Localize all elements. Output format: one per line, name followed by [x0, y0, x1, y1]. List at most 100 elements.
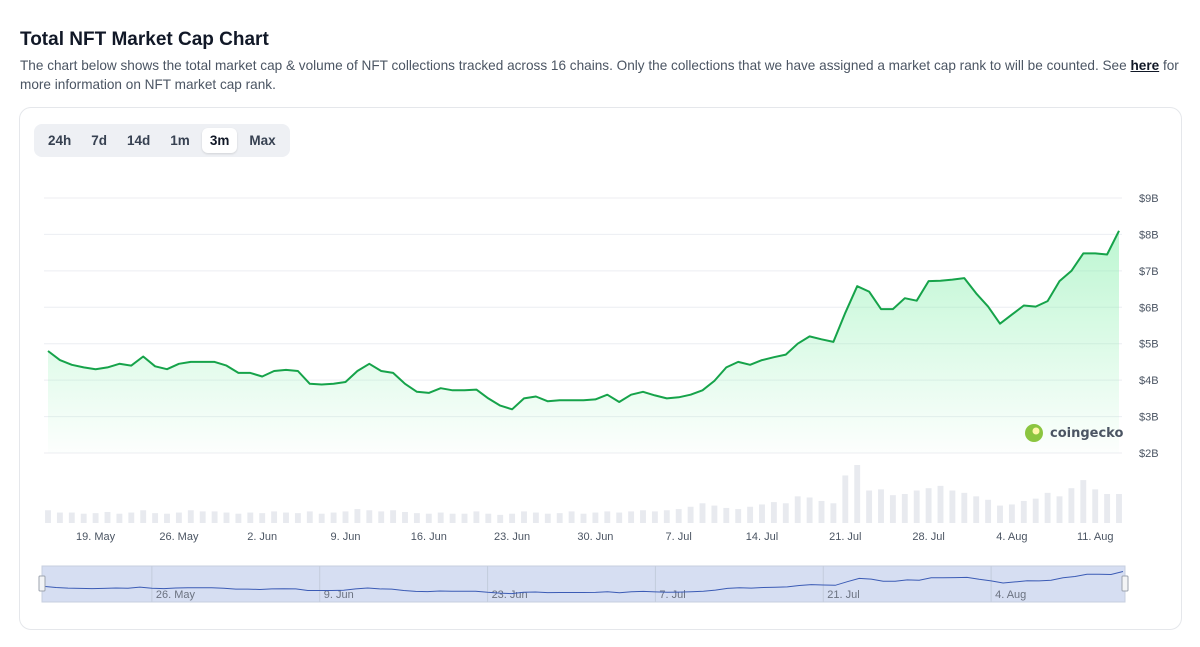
volume-bar	[1104, 494, 1111, 523]
navigator-handle-left[interactable]	[38, 575, 46, 592]
volume-bar	[92, 513, 99, 523]
volume-bar	[116, 513, 123, 523]
volume-bar	[104, 511, 111, 523]
volume-bar	[1020, 500, 1027, 523]
navigator-handle-right[interactable]	[1121, 575, 1129, 592]
volume-bar	[1008, 504, 1015, 523]
volume-bar	[973, 496, 980, 523]
y-tick-label: $7B	[1139, 266, 1159, 278]
volume-bar	[521, 511, 527, 523]
volume-bar	[306, 511, 313, 523]
volume-bar	[271, 511, 278, 523]
volume-bar	[211, 511, 218, 523]
volume-bar	[68, 512, 75, 523]
volume-bar	[140, 510, 147, 523]
volume-bar	[544, 513, 551, 523]
y-tick-label: $3B	[1139, 412, 1159, 424]
volume-bar	[830, 503, 837, 523]
volume-bar	[675, 509, 682, 523]
x-tick-label: 30. Jun	[577, 531, 613, 543]
volume-bars	[45, 465, 1122, 523]
tab-7d[interactable]: 7d	[91, 133, 108, 148]
volume-bar	[449, 513, 456, 523]
y-tick-label: $6B	[1139, 302, 1159, 314]
x-tick-label: 2. Jun	[247, 531, 277, 543]
volume-bar	[1032, 498, 1039, 523]
market-cap-area	[48, 230, 1119, 453]
navigator-background	[41, 565, 1126, 603]
time-range-tabs: 24h 7d 14d 1m 3m Max	[34, 124, 290, 157]
volume-bar	[164, 513, 170, 523]
volume-bar	[175, 512, 182, 523]
volume-bar	[592, 512, 599, 523]
volume-bar	[1116, 494, 1122, 523]
volume-bar	[1044, 492, 1051, 523]
volume-bar	[640, 510, 646, 523]
tab-14d[interactable]: 14d	[127, 133, 151, 148]
volume-bar	[45, 510, 51, 523]
x-tick-label: 21. Jul	[829, 531, 861, 543]
x-tick-label: 11. Aug	[1077, 531, 1114, 543]
volume-bar	[985, 499, 992, 523]
volume-bar	[711, 505, 718, 523]
tab-1m[interactable]: 1m	[170, 133, 190, 148]
volume-bar	[128, 512, 135, 523]
volume-bar	[937, 485, 944, 523]
volume-bar	[925, 488, 932, 523]
volume-bar	[56, 512, 63, 523]
range-navigator[interactable]: 26. May 9. Jun 23. Jun 7. Jul 21. Jul 4. Aug	[38, 565, 1129, 603]
y-tick-label: $9B	[1139, 193, 1159, 205]
x-tick-label: 28. Jul	[912, 531, 944, 543]
volume-bar	[866, 490, 873, 523]
volume-bar	[854, 465, 861, 523]
volume-bar	[485, 513, 492, 523]
volume-bar	[699, 503, 706, 523]
volume-bar	[759, 504, 765, 523]
volume-bar	[497, 514, 504, 523]
tab-max[interactable]: Max	[249, 133, 276, 148]
y-axis-ticks: $9B $8B $7B $6B $5B $4B $3B $2B	[1139, 193, 1159, 460]
volume-bar	[794, 496, 801, 523]
chart-description: The chart below shows the total market c…	[20, 57, 1180, 94]
x-tick-label: 16. Jun	[411, 531, 447, 543]
volume-bar	[770, 502, 777, 523]
description-text: The chart below shows the total market c…	[20, 58, 1127, 73]
volume-bar	[366, 510, 373, 523]
navigator-ticks: 26. May 9. Jun 23. Jun 7. Jul 21. Jul 4. Aug	[151, 566, 1026, 602]
volume-bar	[651, 511, 658, 523]
volume-bar	[330, 512, 337, 523]
volume-bar	[842, 475, 849, 523]
volume-bar	[294, 513, 301, 523]
y-tick-label: $8B	[1139, 229, 1159, 241]
volume-bar	[390, 510, 397, 523]
x-tick-label: 14. Jul	[746, 531, 778, 543]
navigator-line	[43, 571, 1124, 595]
navigator-tick-label: 23. Jun	[492, 589, 528, 601]
volume-bar	[901, 494, 908, 523]
y-tick-label: $5B	[1139, 339, 1159, 351]
volume-bar	[235, 513, 242, 523]
tab-24h[interactable]: 24h	[48, 133, 72, 148]
x-tick-label: 23. Jun	[494, 531, 530, 543]
volume-bar	[580, 513, 587, 523]
volume-bar	[1080, 480, 1087, 523]
x-tick-label: 26. May	[159, 531, 199, 543]
volume-bar	[949, 490, 956, 523]
volume-bar	[1068, 488, 1075, 523]
tab-3m[interactable]: 3m	[201, 128, 238, 153]
volume-bar	[782, 503, 789, 523]
volume-bar	[663, 510, 670, 523]
x-tick-label: 4. Aug	[996, 531, 1027, 543]
navigator-tick-label: 26. May	[156, 589, 196, 601]
volume-bar	[997, 505, 1003, 523]
volume-bar	[473, 511, 480, 523]
volume-bar	[604, 511, 611, 523]
volume-bar	[425, 513, 432, 523]
volume-bar	[152, 513, 159, 523]
x-tick-label: 19. May	[76, 531, 116, 543]
volume-bar	[1056, 496, 1063, 523]
volume-bar	[318, 513, 325, 523]
market-cap-rank-link[interactable]: here	[1130, 58, 1160, 73]
volume-bar	[687, 506, 694, 523]
